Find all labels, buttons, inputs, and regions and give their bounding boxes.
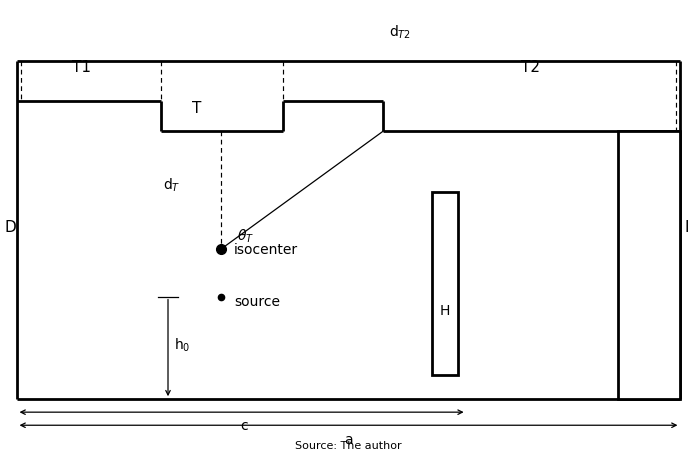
Text: T1: T1 xyxy=(72,60,91,75)
Text: d$_T$: d$_T$ xyxy=(163,176,181,193)
Text: H: H xyxy=(440,303,450,317)
Bar xyxy=(618,132,680,399)
Text: d$_{T2}$: d$_{T2}$ xyxy=(389,24,411,41)
Text: $\theta_T$: $\theta_T$ xyxy=(238,226,254,244)
Bar xyxy=(432,193,458,375)
Text: source: source xyxy=(234,295,280,308)
Text: I: I xyxy=(684,220,689,235)
Text: c: c xyxy=(240,418,248,432)
Text: Source: The author: Source: The author xyxy=(296,441,401,451)
Text: T2: T2 xyxy=(521,60,540,75)
Text: isocenter: isocenter xyxy=(234,242,298,256)
Text: D: D xyxy=(5,220,17,235)
Text: a: a xyxy=(344,432,353,446)
Text: h$_0$: h$_0$ xyxy=(174,336,191,354)
Text: T: T xyxy=(192,101,202,116)
